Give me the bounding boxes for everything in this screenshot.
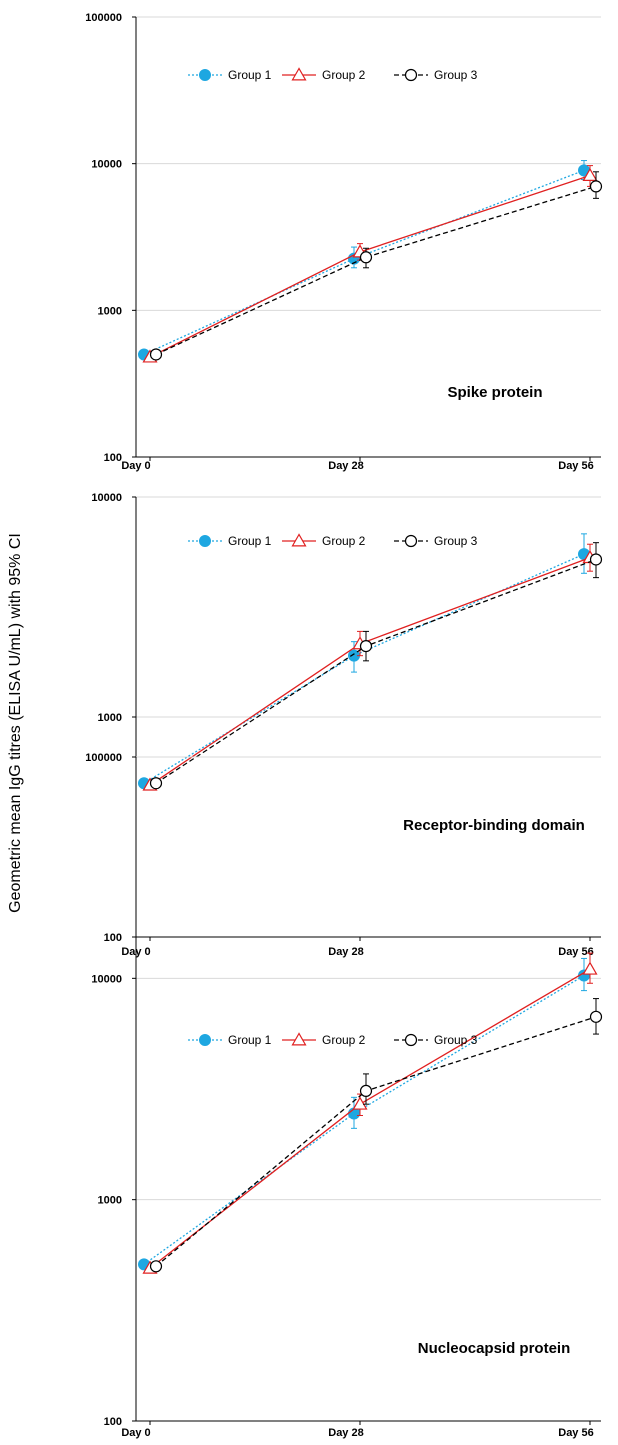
legend-swatch-marker: [404, 534, 418, 548]
legend-swatch-marker: [404, 68, 418, 82]
legend-label: Group 1: [228, 534, 272, 548]
data-point: [149, 348, 163, 361]
y-tick-label: 1000: [98, 1195, 122, 1207]
series-line: [155, 185, 597, 356]
data-point: [149, 777, 163, 790]
y-tick-label: 100: [104, 452, 122, 464]
x-tick-label: Day 0: [121, 1427, 150, 1439]
series-2: [142, 952, 598, 1274]
y-tick-label: 1000: [98, 712, 122, 724]
legend-swatch-marker: [291, 1032, 307, 1046]
legend-item: Group 3: [394, 534, 478, 548]
panel-title: Receptor-binding domain: [403, 817, 585, 834]
series-line: [149, 174, 591, 358]
series-line: [143, 553, 585, 784]
chart-panel-1: 100 1000 10000 100000 Day 0 Day 28 Day 56 Group…: [85, 12, 603, 472]
legend-swatch-marker: [291, 67, 307, 81]
series-line: [143, 974, 585, 1265]
y-tick-label: 1000: [98, 305, 122, 317]
data-point: [359, 640, 373, 653]
legend-item: Group 3: [394, 1033, 478, 1047]
series-line: [143, 169, 585, 356]
y-tick-label: 100000: [85, 752, 122, 764]
series-2: [142, 165, 598, 363]
legend-item: Group 2: [282, 533, 366, 548]
legend: Group 1 Group 2 Group 3: [188, 533, 478, 548]
series-line: [155, 1016, 597, 1267]
legend-label: Group 2: [322, 534, 366, 548]
legend-swatch-marker: [199, 535, 211, 547]
y-tick-label: 100: [104, 1416, 122, 1428]
data-point: [589, 1010, 603, 1023]
legend-label: Group 2: [322, 1033, 366, 1047]
data-point: [582, 961, 598, 975]
data-point: [359, 1084, 373, 1098]
legend-swatch-marker: [199, 69, 211, 81]
series-3: [149, 171, 603, 361]
data-point: [589, 180, 603, 193]
data-point: [359, 251, 373, 264]
x-tick-label: Day 56: [558, 946, 593, 958]
legend-label: Group 3: [434, 68, 478, 82]
legend-item: Group 2: [282, 1032, 366, 1047]
legend-label: Group 1: [228, 1033, 272, 1047]
legend-item: Group 1: [188, 68, 272, 82]
y-tick-label: 10000: [91, 492, 122, 504]
x-tick-label: Day 28: [328, 460, 363, 472]
series-line: [155, 558, 597, 784]
y-tick-label: 10000: [91, 159, 122, 171]
legend-label: Group 1: [228, 68, 272, 82]
legend-swatch-marker: [404, 1033, 418, 1047]
data-point: [352, 1096, 368, 1110]
data-point: [582, 167, 598, 182]
series-2: [142, 543, 598, 791]
y-tick-label: 10000: [91, 973, 122, 985]
x-tick-label: Day 56: [558, 1427, 593, 1439]
chart-panels: 100 1000 10000 100000 Day 0 Day 28 Day 56 Group…: [85, 12, 603, 1439]
data-point: [149, 1260, 163, 1273]
y-axis-label: Geometric mean IgG titres (ELISA U/mL) w…: [7, 533, 24, 913]
legend-item: Group 1: [188, 534, 272, 548]
series-3: [149, 542, 603, 790]
legend: Group 1 Group 2 Group 3: [188, 67, 478, 82]
y-tick-label: 100000: [85, 12, 122, 24]
legend-swatch-marker: [291, 533, 307, 547]
x-tick-label: Day 28: [328, 946, 363, 958]
legend-label: Group 2: [322, 68, 366, 82]
x-tick-label: Day 28: [328, 1427, 363, 1439]
x-tick-label: Day 56: [558, 460, 593, 472]
series-3: [149, 998, 603, 1273]
legend-swatch-marker: [199, 1034, 211, 1046]
legend-label: Group 3: [434, 534, 478, 548]
legend-item: Group 2: [282, 67, 366, 82]
panel-title: Nucleocapsid protein: [418, 1340, 571, 1357]
legend-item: Group 1: [188, 1033, 272, 1047]
y-tick-label: 100: [104, 932, 122, 944]
legend-label: Group 3: [434, 1033, 478, 1047]
series-line: [149, 968, 591, 1269]
series-1: [138, 957, 590, 1271]
panel-title: Spike protein: [447, 384, 542, 401]
series-line: [149, 557, 591, 786]
legend-item: Group 3: [394, 68, 478, 82]
legend: Group 1 Group 2 Group 3: [188, 1032, 478, 1047]
data-point: [589, 553, 603, 566]
chart-panel-3: 100 1000 10000 100000 Day 0 Day 28 Day 56 Group…: [85, 752, 603, 1439]
x-tick-label: Day 0: [121, 460, 150, 472]
